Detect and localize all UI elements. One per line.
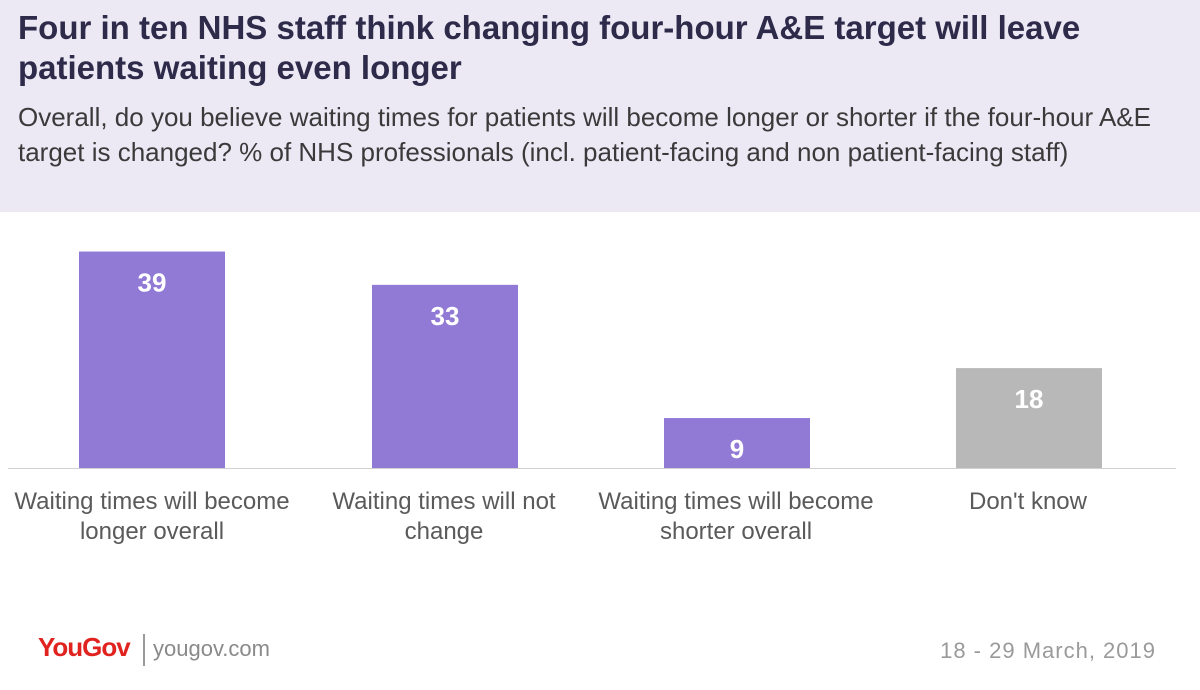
- chart-subtitle: Overall, do you believe waiting times fo…: [18, 102, 1151, 167]
- bar-chart-svg: 39 33 9 18: [8, 251, 1176, 469]
- chart-header: Four in ten NHS staff think changing fou…: [0, 0, 1200, 212]
- bar-value-label-no-change: 33: [431, 301, 460, 331]
- category-label-shorter: Waiting times will become shorter overal…: [598, 488, 874, 545]
- footer-site-link[interactable]: yougov.com: [153, 636, 270, 661]
- category-label-no-change: Waiting times will not change: [332, 488, 556, 545]
- bar-value-label-longer: 39: [138, 268, 167, 298]
- bar-no-change: [372, 284, 518, 468]
- bar-longer: [79, 251, 225, 468]
- yougov-logo: YouGov: [38, 632, 131, 662]
- bar-value-label-shorter: 9: [730, 434, 744, 464]
- category-label-longer: Waiting times will become longer overall: [14, 488, 290, 545]
- footer-divider: [143, 634, 145, 666]
- chart-title: Four in ten NHS staff think changing fou…: [18, 9, 1081, 86]
- bar-dont-know: [956, 368, 1102, 468]
- category-label-dont-know: Don't know: [969, 488, 1087, 515]
- bar-shorter: [664, 418, 810, 468]
- bar-chart: 39 33 9 18: [0, 212, 1200, 572]
- fieldwork-date: 18 - 29 March, 2019: [940, 638, 1156, 663]
- bar-value-label-dont-know: 18: [1015, 384, 1044, 414]
